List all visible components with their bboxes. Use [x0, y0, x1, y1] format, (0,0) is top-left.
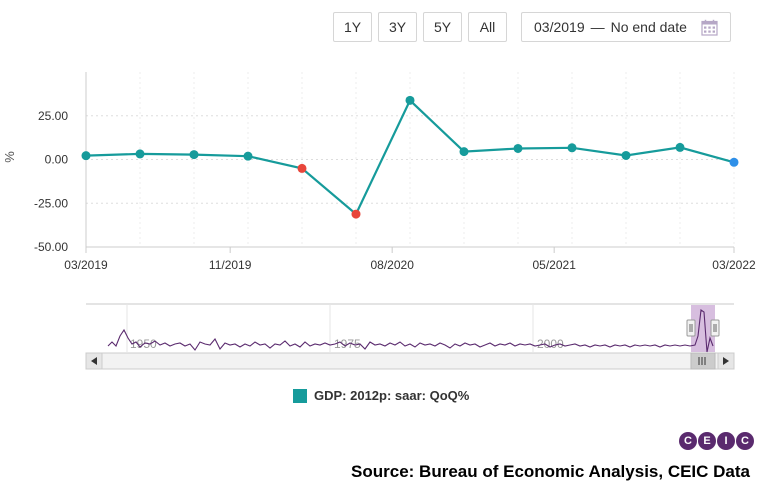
source-note: Source: Bureau of Economic Analysis, CEI… — [351, 462, 750, 481]
data-point[interactable] — [675, 142, 685, 152]
y-tick-label: -25.00 — [34, 196, 68, 210]
logo-letter: I — [717, 432, 735, 450]
navigator-label-2000: 2000 — [537, 337, 564, 351]
calendar-icon[interactable] — [701, 19, 718, 36]
data-point[interactable] — [135, 149, 145, 159]
range-button-all[interactable]: All — [468, 12, 507, 42]
y-axis-label: % — [2, 151, 17, 163]
date-from[interactable]: 03/2019 — [534, 19, 585, 35]
data-point[interactable] — [351, 209, 361, 219]
date-range-picker[interactable]: 03/2019 — No end date — [521, 12, 731, 42]
range-button-1y[interactable]: 1Y — [333, 12, 372, 42]
line-chart: 25.00 0.00 -25.00 -50.00 03/2019 11/2019 08/20… — [2, 72, 756, 272]
logo-letter: E — [698, 432, 716, 450]
data-point[interactable] — [405, 95, 415, 105]
scrollbar-track[interactable] — [85, 352, 735, 370]
y-tick-label: -50.00 — [34, 240, 68, 254]
arrow-right-icon — [723, 357, 729, 365]
points-layer — [81, 95, 739, 219]
data-point[interactable] — [567, 143, 577, 153]
legend-swatch — [293, 388, 307, 403]
arrow-left-icon — [91, 357, 97, 365]
data-point[interactable] — [459, 147, 469, 157]
scrollbar-thumb[interactable] — [690, 352, 716, 370]
legend-item[interactable]: GDP: 2012p: saar: QoQ% — [293, 388, 469, 403]
y-tick-label: 0.00 — [45, 153, 69, 167]
data-point[interactable] — [729, 157, 739, 167]
y-tick-label: 25.00 — [38, 109, 68, 123]
legend-label: GDP: 2012p: saar: QoQ% — [314, 388, 470, 403]
grip-icon — [698, 357, 706, 365]
x-tick-label: 03/2022 — [712, 258, 756, 272]
axis-layer: 25.00 0.00 -25.00 -50.00 03/2019 11/2019 08/20… — [34, 72, 756, 272]
navigator-series-line — [107, 309, 714, 353]
navigator-handle-left[interactable] — [686, 319, 696, 337]
data-point[interactable] — [621, 150, 631, 160]
date-to[interactable]: No end date — [610, 19, 687, 35]
data-point[interactable] — [297, 163, 307, 173]
data-point[interactable] — [81, 151, 91, 161]
x-tick-label: 03/2019 — [64, 258, 108, 272]
navigator[interactable]: 1950 1975 2000 — [0, 300, 760, 380]
navigator-handle-right[interactable] — [710, 319, 720, 337]
data-point[interactable] — [243, 151, 253, 161]
data-point[interactable] — [189, 150, 199, 160]
ceic-logo: C E I C — [678, 432, 754, 450]
data-point[interactable] — [513, 143, 523, 153]
x-tick-label: 08/2020 — [370, 258, 414, 272]
logo-letter: C — [679, 432, 697, 450]
range-button-5y[interactable]: 5Y — [423, 12, 462, 42]
logo-letter: C — [736, 432, 754, 450]
range-button-3y[interactable]: 3Y — [378, 12, 417, 42]
date-separator: — — [590, 19, 605, 35]
x-tick-label: 05/2021 — [532, 258, 576, 272]
x-tick-label: 11/2019 — [209, 258, 252, 272]
